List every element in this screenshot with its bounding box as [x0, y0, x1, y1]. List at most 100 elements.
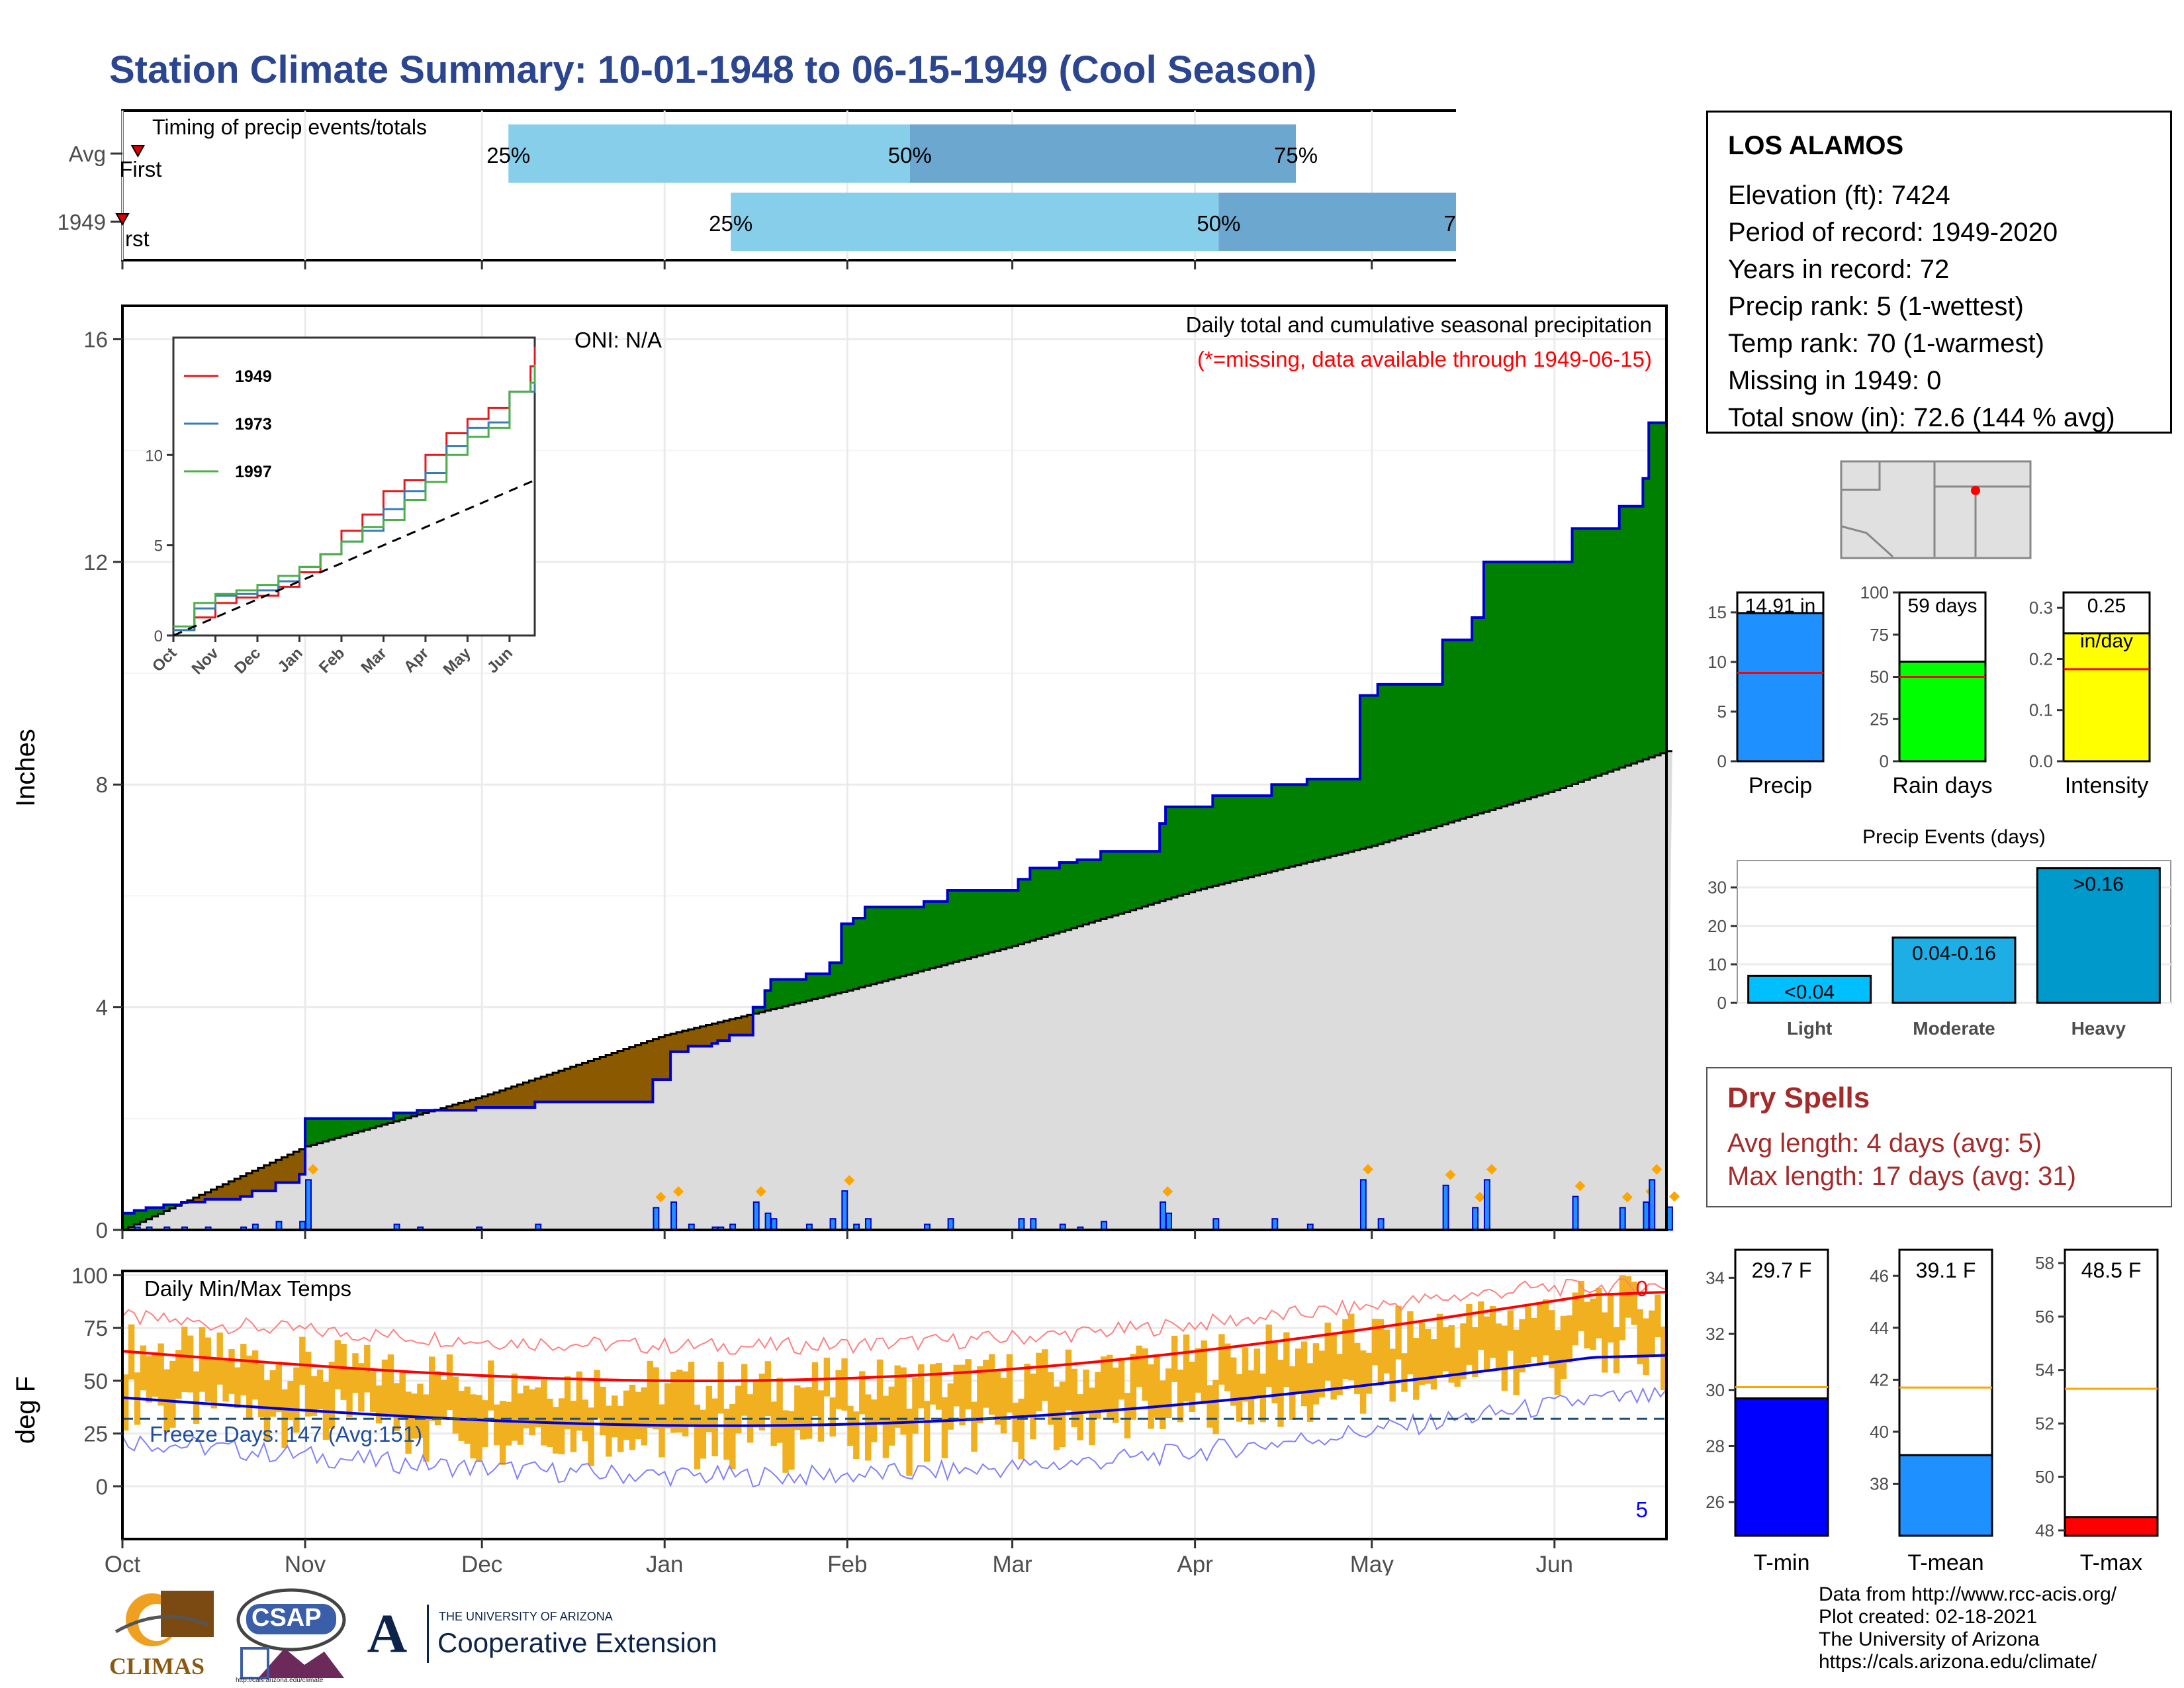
temp-bar	[558, 1398, 565, 1454]
snow-marker	[1162, 1186, 1173, 1197]
precip-diff-day	[470, 1100, 477, 1111]
precip-diff-day	[935, 901, 942, 967]
precip-diff-day	[1283, 784, 1290, 868]
station-detail-2: Years in record: 72	[1728, 255, 1950, 284]
csap-cloud-icon	[236, 1588, 346, 1679]
temp-bar	[1619, 1275, 1626, 1340]
precip-diff-day	[423, 1110, 430, 1113]
temp-frame	[121, 1270, 1668, 1540]
temp-bar	[1071, 1368, 1078, 1428]
temp-bar	[894, 1365, 901, 1428]
temp-bar	[1136, 1345, 1142, 1387]
temp-bar	[983, 1360, 989, 1408]
precip-diff-day	[1259, 796, 1267, 874]
precip-daily-bar	[770, 1218, 778, 1231]
precip-diff-day	[1560, 561, 1567, 788]
precip-diff-day	[482, 1096, 488, 1107]
snow-marker	[755, 1186, 766, 1197]
precip-diff-day	[364, 1118, 371, 1130]
temp-bar	[1661, 1326, 1667, 1391]
precip-diff-day	[240, 1176, 247, 1197]
precip-diff-day	[700, 1026, 707, 1047]
precip-ylabel: Inches	[11, 729, 40, 807]
precip-diff-day	[251, 1170, 259, 1192]
temp-bar	[788, 1411, 795, 1470]
temp-bar	[800, 1387, 807, 1440]
precip-diff-day	[570, 1066, 577, 1102]
precip-diff-day	[1136, 851, 1143, 909]
precip-diff-day	[770, 979, 778, 1009]
precip-ytick-label-1: 4	[96, 996, 108, 1020]
precip-daily-bar	[653, 1207, 660, 1231]
temp-bar	[670, 1372, 677, 1433]
csap-url: http://cals.arizona.edu/climate	[236, 1677, 324, 1684]
precip-diff-day	[988, 890, 995, 953]
temp-bar	[452, 1376, 459, 1434]
precip-daily-bar	[752, 1201, 760, 1231]
precip-diff-day	[1230, 796, 1237, 882]
station-name: LOS ALAMOS	[1728, 131, 1904, 160]
temp-bar	[1101, 1356, 1107, 1412]
temp-bar	[293, 1367, 300, 1433]
temp-bar	[770, 1401, 777, 1446]
precip-diff-day	[782, 979, 789, 1007]
precip-diff-day	[346, 1118, 353, 1135]
temp-sum-title-0: T-min	[1754, 1550, 1810, 1575]
events-tick-label-1: 10	[1707, 955, 1727, 974]
precip-diff-day	[152, 1207, 159, 1217]
temp-ylabel: deg F	[11, 1376, 40, 1444]
precip-diff-day	[1389, 684, 1396, 841]
precip-diff-day	[310, 1118, 318, 1145]
precip-diff-day	[1507, 561, 1514, 805]
precip-diff-day	[847, 923, 854, 991]
temp-bar	[971, 1401, 978, 1452]
footer-line-4: https://cals.arizona.edu/climate/	[1819, 1651, 2097, 1673]
precip-diff-day	[1519, 561, 1525, 801]
precip-diff-day	[1206, 806, 1213, 888]
summary-bar-value-1: 59 days	[1907, 595, 1977, 617]
precip-diff-day	[269, 1162, 277, 1192]
station-detail-0: Elevation (ft): 7424	[1728, 181, 1950, 210]
temp-bar	[853, 1411, 860, 1460]
temp-bar	[228, 1349, 235, 1394]
precip-annot-missing: (*=missing, data available through 1949-…	[1197, 347, 1652, 371]
precip-diff-day	[1543, 561, 1549, 794]
precip-diff-day	[1554, 561, 1561, 790]
precip-diff-day	[741, 1016, 748, 1035]
temp-bar	[541, 1380, 547, 1446]
precip-events-chart: Precip Events (days) 0 10 20 30 <0.04 Light 0.0…	[1707, 826, 2171, 1039]
precip-diff-day	[411, 1113, 418, 1117]
temp-bar	[1625, 1276, 1632, 1318]
precip-diff-day	[1495, 561, 1502, 808]
precip-diff-day	[1531, 561, 1537, 798]
precip-observed-line	[122, 421, 1666, 1215]
temp-bar	[1472, 1327, 1479, 1378]
temp-normal-max-line	[122, 1290, 1667, 1383]
precip-diff-day	[316, 1118, 324, 1143]
temp-bar	[257, 1364, 265, 1417]
temp-sum-tick-label-2-1: 50	[2035, 1467, 2054, 1487]
temp-bar	[811, 1362, 819, 1417]
temp-bar	[246, 1355, 253, 1420]
temp-bar	[1312, 1343, 1320, 1405]
temp-bar	[1507, 1310, 1514, 1351]
precip-diff-day	[541, 1076, 547, 1102]
temp-bar	[181, 1327, 188, 1392]
precip-daily-bar	[1165, 1212, 1173, 1231]
snow-marker	[1362, 1164, 1373, 1175]
temp-bar	[723, 1409, 730, 1460]
precip-diff-day	[723, 1020, 730, 1041]
precip-diff-day	[1424, 684, 1432, 830]
temp-ytick-label-1: 25	[83, 1422, 108, 1446]
precip-diff-day	[1059, 862, 1066, 932]
precip-diff-day	[623, 1049, 630, 1102]
precip-daily-bar	[829, 1218, 837, 1231]
temp-bar	[1283, 1332, 1290, 1387]
precip-diff-day	[1224, 796, 1231, 883]
summary-bar-value-2: 0.25	[2087, 595, 2126, 617]
precip-diff-day	[476, 1098, 482, 1107]
csap-text: CSAP	[251, 1604, 322, 1632]
precip-diff-day	[1371, 695, 1379, 846]
temp-sum-bar-0	[1734, 1397, 1829, 1537]
